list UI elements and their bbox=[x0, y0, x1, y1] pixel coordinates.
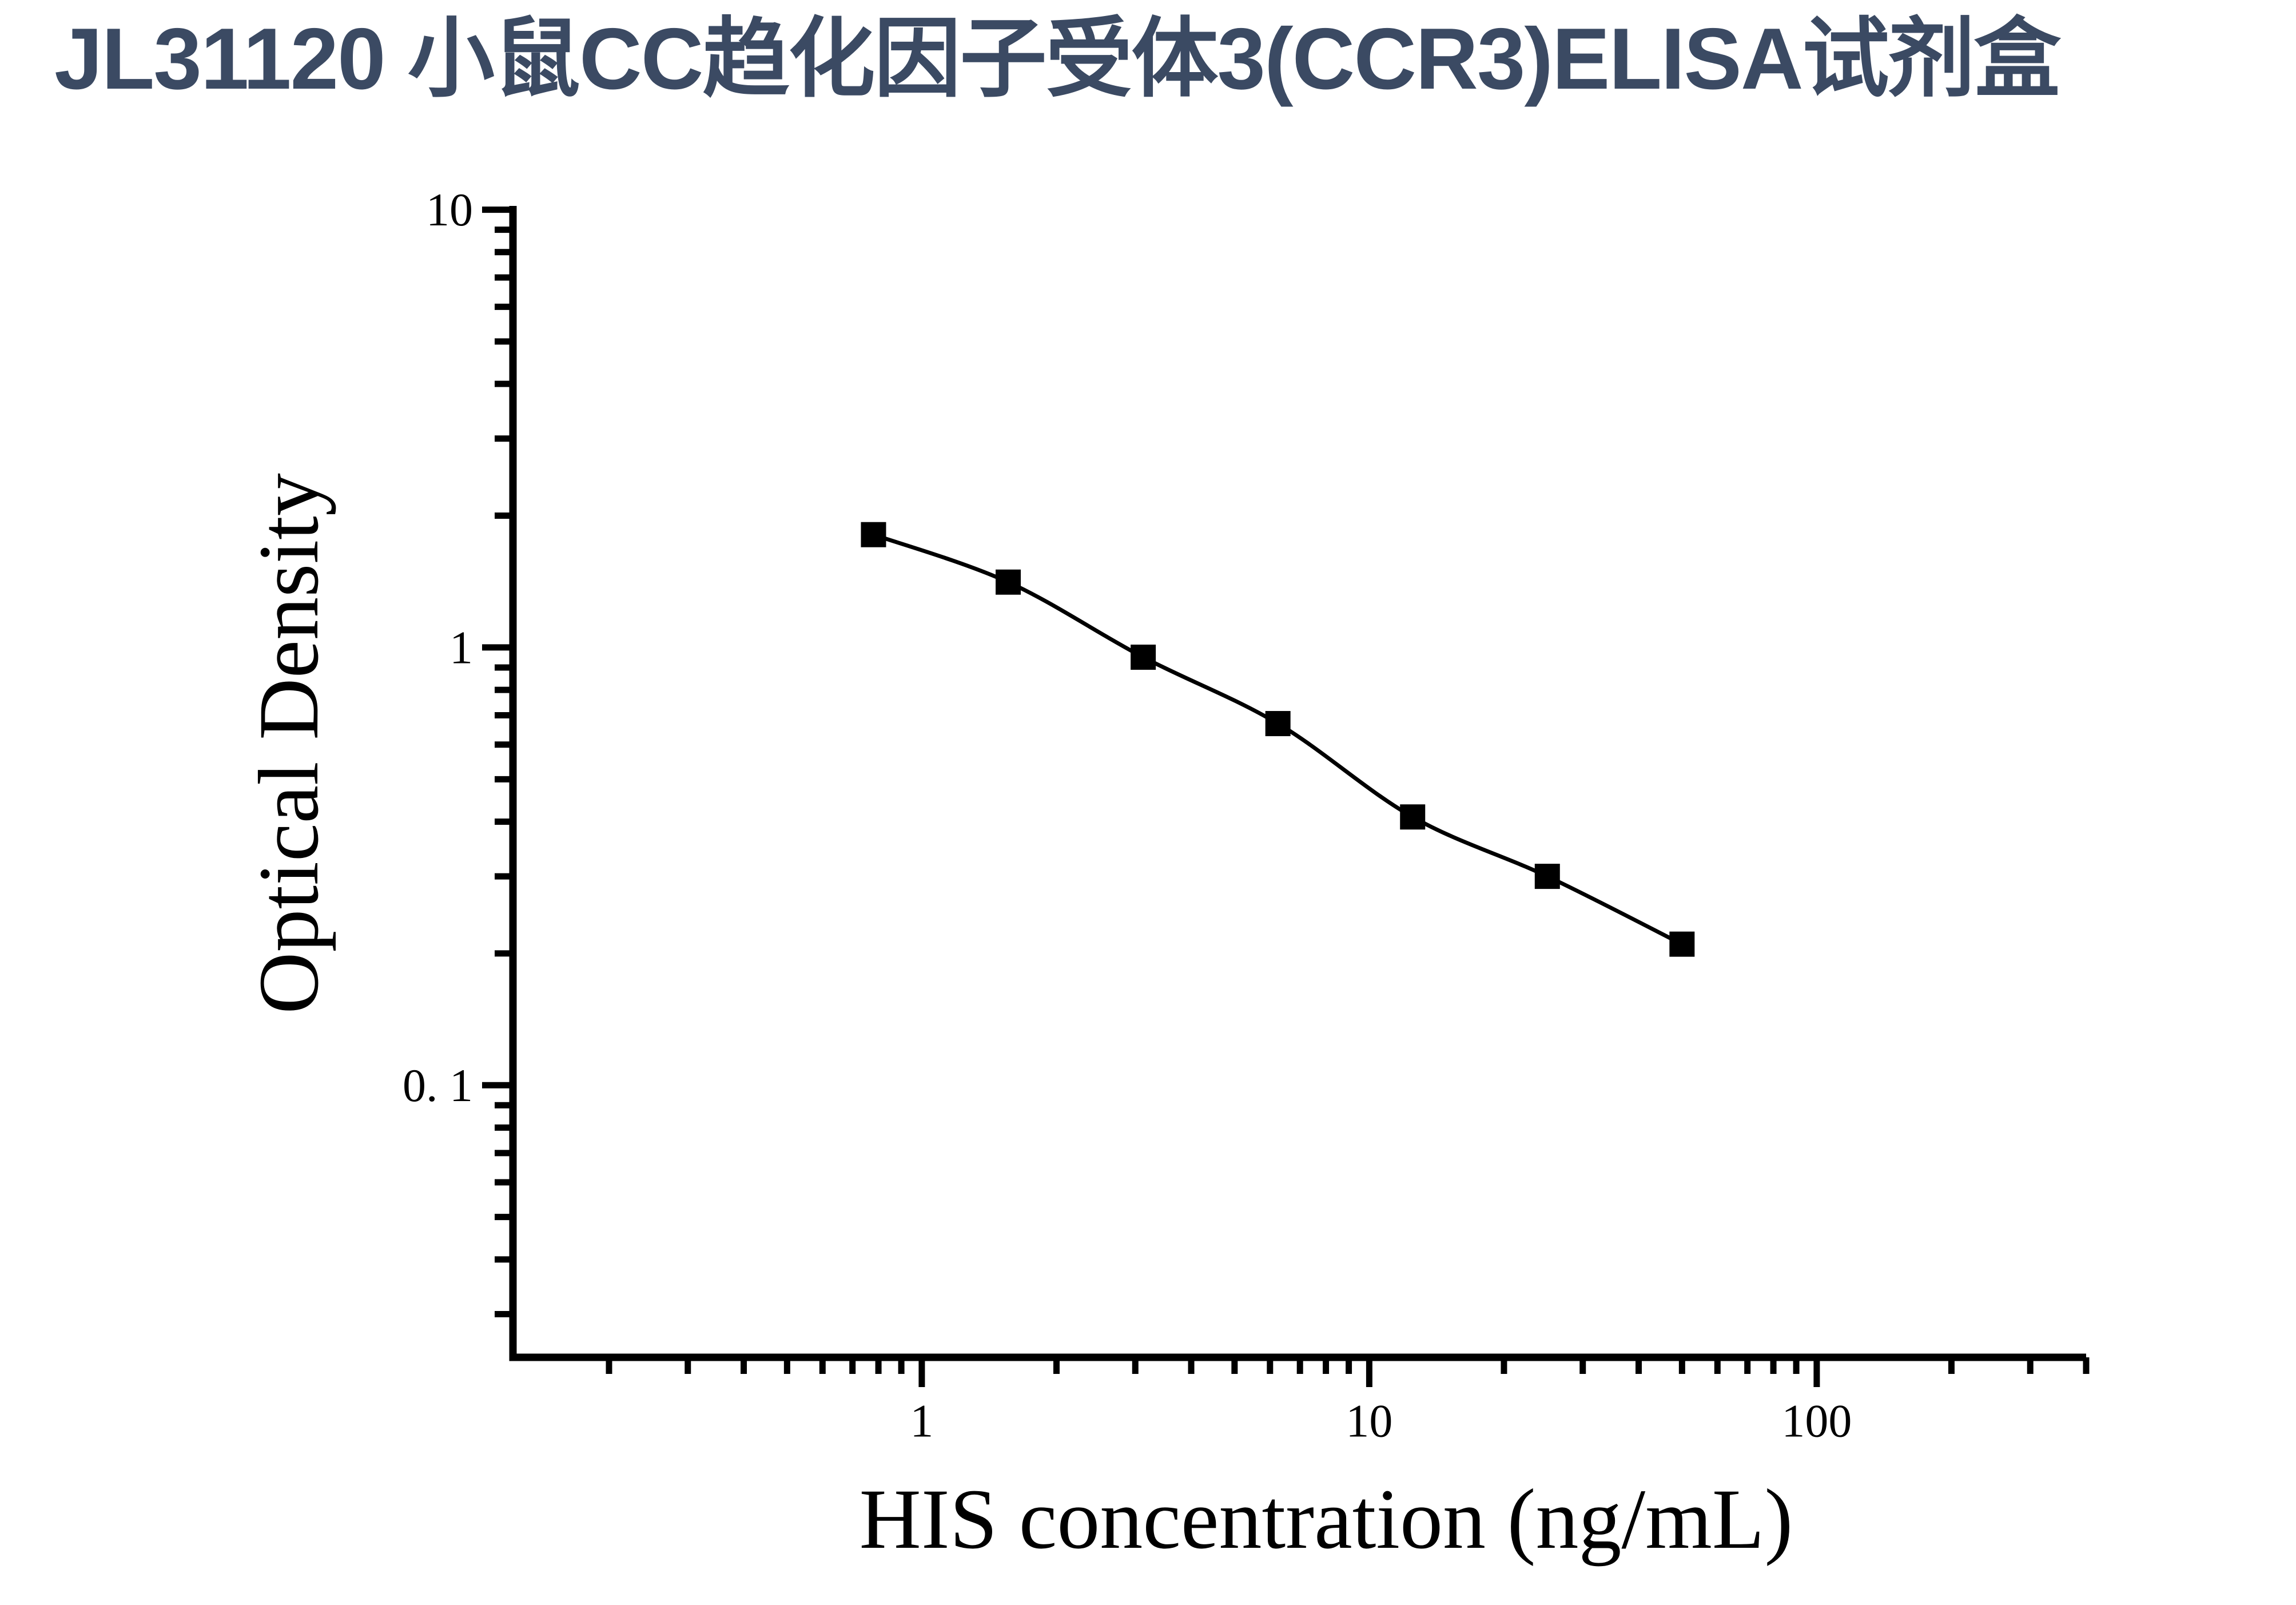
data-point-marker bbox=[861, 522, 886, 547]
x-tick-label: 1 bbox=[910, 1395, 933, 1447]
page-title: JL31120 小鼠CC趋化因子受体3(CCR3)ELISA试剂盒 bbox=[54, 10, 2061, 108]
x-axis-label: HIS concentration (ng/mL) bbox=[859, 1472, 1793, 1567]
data-point-marker bbox=[996, 569, 1021, 595]
y-tick-label: 0. 1 bbox=[403, 1059, 473, 1111]
data-point-marker bbox=[1400, 804, 1426, 830]
standard-curve-line bbox=[873, 533, 1683, 946]
y-tick-label: 1 bbox=[449, 621, 473, 673]
x-tick-label: 100 bbox=[1781, 1395, 1852, 1447]
x-tick-label: 10 bbox=[1346, 1395, 1392, 1447]
axis-spine bbox=[509, 206, 2086, 1361]
data-point-marker bbox=[1131, 644, 1156, 670]
y-tick-label: 10 bbox=[426, 184, 473, 236]
data-point-marker bbox=[1669, 931, 1695, 957]
data-point-marker bbox=[1265, 711, 1291, 737]
data-point-marker bbox=[1534, 864, 1560, 889]
y-axis-label: Optical Density bbox=[241, 473, 336, 1014]
